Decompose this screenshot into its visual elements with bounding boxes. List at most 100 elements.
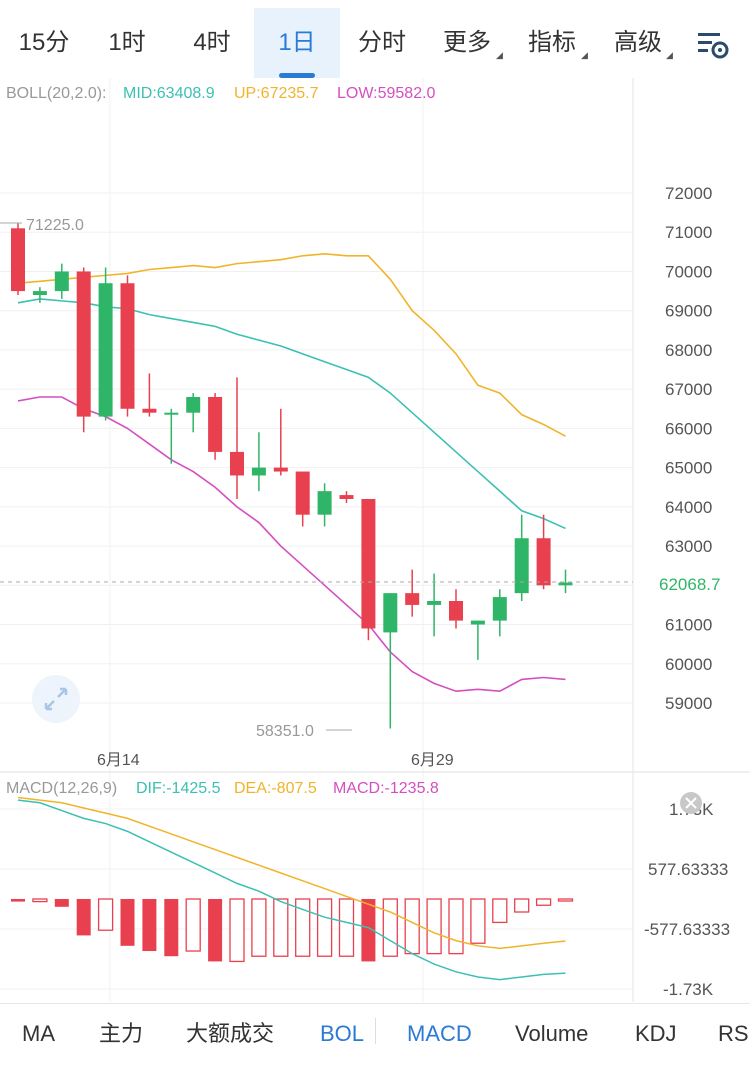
boll-label: BOLL(20,2.0): [6, 85, 107, 102]
macd-histogram-bar [361, 899, 376, 962]
macd-histogram-bar [273, 898, 289, 957]
price-tick-label: 69000 [665, 302, 712, 321]
macd-close-icon[interactable] [680, 792, 702, 814]
macd-tick-label: -577.63333 [644, 920, 730, 939]
macd-histogram-bar [426, 898, 442, 955]
candle-body [273, 467, 288, 472]
candle-up [317, 483, 332, 527]
tab-1h[interactable]: 1时 [108, 29, 146, 56]
candle-body [492, 597, 507, 621]
candle-body [186, 397, 201, 413]
macd-dea-line [17, 796, 566, 950]
macd-histogram-bar [120, 899, 135, 946]
tab-rsi[interactable]: RSI [718, 1021, 750, 1046]
tab-volume[interactable]: Volume [515, 1021, 589, 1046]
candle-body [142, 408, 157, 413]
high-price-label: 71225.0 [26, 217, 84, 234]
candle-up [558, 569, 573, 594]
boll-lower-value: LOW:59582.0 [337, 85, 436, 102]
tab-advanced[interactable]: 高级 [614, 29, 662, 56]
price-tick-label: 61000 [665, 616, 712, 635]
candle-body [449, 601, 463, 621]
macd-histogram-bar [470, 898, 486, 944]
tab-kdj[interactable]: KDJ [635, 1021, 677, 1046]
expand-chart-icon[interactable] [32, 675, 80, 723]
candle-body [120, 283, 135, 409]
macd-histogram-bar [97, 898, 114, 931]
candle-body [11, 228, 25, 292]
candle-down [339, 491, 354, 503]
boll-upper-line [17, 253, 566, 437]
boll-upper-value: UP:67235.7 [234, 85, 319, 102]
candle-down [230, 377, 244, 499]
macd-histogram-bar [514, 898, 530, 913]
candle-down [120, 275, 135, 417]
candle-up [186, 393, 201, 433]
macd-histogram-bar [338, 898, 355, 957]
candle-body [339, 495, 354, 499]
candle-body [558, 582, 573, 586]
tab-bol[interactable]: BOL [320, 1021, 365, 1046]
price-tick-label: 72000 [665, 184, 712, 203]
tab-macd[interactable]: MACD [407, 1021, 472, 1046]
tab-main-force[interactable]: 主力 [99, 1021, 144, 1046]
chart-settings-icon[interactable] [696, 30, 732, 62]
macd-histogram-bar [229, 898, 245, 963]
kline-chart[interactable]: BOLL(20,2.0): MID:63408.9 UP:67235.7 LOW… [0, 78, 750, 1003]
candle-up [251, 432, 266, 492]
price-tick-label: 64000 [665, 498, 712, 517]
candle-body [383, 593, 398, 633]
candle-body [317, 491, 332, 515]
macd-dif-line [17, 799, 566, 981]
candle-body [208, 397, 223, 452]
price-tick-label: 70000 [665, 262, 712, 281]
macd-histogram-bar [448, 898, 464, 955]
tab-timeshare[interactable]: 分时 [358, 29, 406, 56]
macd-histogram-bar [142, 899, 157, 952]
price-tick-label: 68000 [665, 341, 712, 360]
candle-body [361, 499, 376, 629]
price-tick-label: 63000 [665, 537, 712, 556]
candle-up [32, 287, 47, 303]
candle-body [251, 467, 266, 476]
macd-label: MACD(12,26,9) [6, 780, 117, 797]
price-tick-label: 67000 [665, 380, 712, 399]
candle-up [164, 408, 179, 464]
tab-more[interactable]: 更多 [443, 29, 491, 56]
tab-indicators[interactable]: 指标 [528, 29, 576, 56]
macd-histogram-bar [382, 898, 398, 957]
candle-up [470, 620, 485, 660]
candle-down [208, 393, 223, 460]
candle-body [536, 538, 551, 586]
price-tick-label: 60000 [665, 655, 712, 674]
candle-body [470, 620, 485, 625]
indicators-dropdown-icon: ◢ [581, 50, 588, 60]
tab-1d[interactable]: 1日 [254, 8, 340, 78]
tab-4h[interactable]: 4时 [193, 29, 231, 56]
macd-histogram-bar [164, 899, 179, 957]
macd-histogram-bar [404, 898, 420, 955]
price-tick-label: 59000 [665, 694, 712, 713]
candle-body [514, 538, 529, 594]
advanced-dropdown-icon: ◢ [666, 50, 673, 60]
tab-15m[interactable]: 15分 [18, 29, 70, 56]
candle-up [514, 514, 529, 601]
tab-large-trades[interactable]: 大额成交 [186, 1021, 275, 1046]
candle-body [164, 412, 179, 415]
candle-body [295, 471, 310, 515]
candle-down [536, 514, 551, 590]
macd-tick-label: 577.63333 [648, 860, 728, 879]
indicator-tabs: MA 主力 大额成交 BOL MACD Volume KDJ RSI [0, 1003, 750, 1069]
candle-body [405, 593, 420, 605]
price-tick-label: 71000 [665, 223, 712, 242]
tab-ma[interactable]: MA [22, 1021, 55, 1046]
date-label-2: 6月29 [411, 752, 454, 769]
macd-histogram-bar [316, 898, 333, 957]
candle-body [230, 451, 244, 476]
candle-down [295, 471, 310, 527]
chart-area[interactable]: BOLL(20,2.0): MID:63408.9 UP:67235.7 LOW… [0, 78, 750, 1003]
macd-histogram-bar [32, 898, 48, 903]
macd-dea-value: DEA:-807.5 [234, 780, 317, 797]
macd-hist-value: MACD:-1235.8 [333, 780, 439, 797]
current-price-badge [650, 570, 730, 596]
